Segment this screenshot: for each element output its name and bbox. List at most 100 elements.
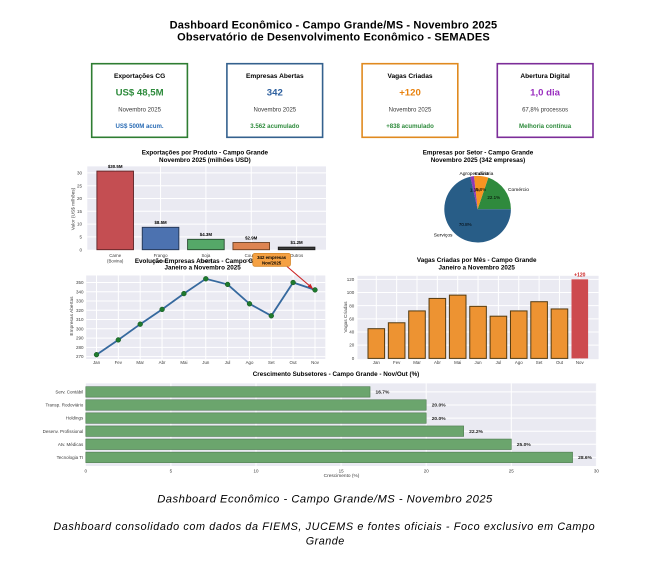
svg-text:Jan: Jan [93, 360, 101, 365]
svg-text:342 empresas: 342 empresas [257, 255, 287, 260]
svg-text:Exportações CG: Exportações CG [114, 73, 165, 80]
svg-text:Jul: Jul [496, 360, 502, 365]
svg-text:15: 15 [77, 209, 83, 214]
svg-text:Empresas por Setor - Campo Gra: Empresas por Setor - Campo Grande [423, 150, 534, 157]
svg-text:20.0%: 20.0% [432, 403, 447, 409]
svg-text:Jun: Jun [475, 360, 483, 365]
svg-text:270: 270 [76, 354, 84, 359]
svg-text:0: 0 [79, 247, 82, 252]
svg-text:Serv. Contábil: Serv. Contábil [55, 390, 83, 395]
svg-text:Out: Out [556, 360, 564, 365]
svg-text:10: 10 [77, 222, 83, 227]
svg-text:Fev: Fev [115, 360, 123, 365]
svg-text:Desenv. Profissional: Desenv. Profissional [43, 429, 84, 434]
svg-text:Novembro 2025: Novembro 2025 [389, 108, 432, 114]
svg-text:320: 320 [76, 308, 84, 313]
svg-text:Atv. Médicas: Atv. Médicas [58, 442, 84, 447]
svg-text:Dashboard Econômico - Campo Gr: Dashboard Econômico - Campo Grande/MS - … [157, 493, 493, 505]
svg-text:$4.3M: $4.3M [200, 232, 213, 237]
svg-text:1,0 dia: 1,0 dia [530, 88, 561, 99]
svg-text:Dashboard consolidado com dado: Dashboard consolidado com dados da FIEMS… [53, 521, 595, 533]
svg-text:(Grão): (Grão) [200, 258, 213, 263]
svg-text:Soja: Soja [202, 253, 211, 258]
svg-text:Nov/2025: Nov/2025 [262, 261, 282, 266]
svg-text:Tecnologia TI: Tecnologia TI [57, 455, 84, 460]
svg-text:22.2%: 22.2% [469, 429, 484, 435]
svg-text:0: 0 [352, 356, 355, 361]
svg-text:0: 0 [85, 469, 88, 474]
svg-text:Novembro 2025 (milhões USD): Novembro 2025 (milhões USD) [159, 157, 251, 164]
svg-text:Serviços: Serviços [434, 233, 453, 239]
svg-text:350: 350 [76, 280, 84, 285]
svg-text:Outros: Outros [290, 253, 304, 258]
svg-text:US$ 48,5M: US$ 48,5M [116, 88, 164, 99]
svg-text:$30.5M: $30.5M [108, 164, 123, 169]
svg-text:342: 342 [267, 88, 283, 99]
svg-text:Vagas Criadas: Vagas Criadas [343, 301, 349, 333]
svg-text:5: 5 [170, 469, 173, 474]
svg-text:Observatório de Desenvolviment: Observatório de Desenvolvimento Econômic… [177, 31, 490, 43]
svg-text:25: 25 [509, 469, 515, 474]
svg-text:Novembro 2025 (342 empresas): Novembro 2025 (342 empresas) [431, 157, 526, 164]
svg-text:Exportações por Produto - Camp: Exportações por Produto - Campo Grande [142, 150, 269, 157]
svg-text:Transp. Rodoviário: Transp. Rodoviário [45, 403, 83, 408]
svg-text:Abr: Abr [159, 360, 166, 365]
svg-text:20: 20 [349, 343, 355, 348]
svg-text:Empresas Abertas: Empresas Abertas [246, 73, 304, 80]
svg-text:100: 100 [347, 290, 355, 295]
svg-text:Holdings: Holdings [66, 416, 84, 421]
svg-text:Couro/: Couro/ [245, 253, 259, 258]
svg-text:Mai: Mai [180, 360, 187, 365]
svg-text:Peles: Peles [246, 258, 258, 263]
svg-text:Dashboard Econômico - Campo Gr: Dashboard Econômico - Campo Grande/MS - … [170, 20, 498, 32]
svg-text:Mar: Mar [413, 360, 421, 365]
svg-text:330: 330 [76, 299, 84, 304]
svg-text:28.6%: 28.6% [578, 455, 593, 461]
svg-text:290: 290 [76, 336, 84, 341]
svg-text:1.3%: 1.3% [470, 187, 480, 192]
svg-text:Evolução Empresas Abertas - Ca: Evolução Empresas Abertas - Campo Grande [135, 258, 271, 265]
svg-text:US$ 500M acum.: US$ 500M acum. [116, 123, 164, 130]
svg-text:310: 310 [76, 317, 84, 322]
svg-text:Valor (US$ milhões): Valor (US$ milhões) [71, 187, 77, 230]
svg-text:Abr: Abr [434, 360, 441, 365]
svg-text:$1.2M: $1.2M [290, 240, 303, 245]
svg-text:Set: Set [268, 360, 275, 365]
svg-text:120: 120 [347, 277, 355, 282]
svg-text:Abertura Digital: Abertura Digital [520, 73, 570, 80]
svg-text:25: 25 [77, 183, 83, 188]
svg-text:+120: +120 [399, 88, 421, 99]
svg-text:(Bovina): (Bovina) [107, 258, 124, 263]
svg-text:Frango: Frango [154, 253, 168, 258]
svg-text:Grande: Grande [306, 535, 345, 547]
svg-text:Nov: Nov [311, 360, 320, 365]
svg-text:20.0%: 20.0% [432, 416, 447, 422]
svg-text:Melhoria contínua: Melhoria contínua [519, 123, 572, 130]
svg-text:30: 30 [594, 469, 600, 474]
svg-text:16.7%: 16.7% [376, 390, 391, 396]
svg-text:60: 60 [349, 316, 355, 321]
svg-text:Indústria: Indústria [475, 171, 494, 177]
svg-text:3.562 acumulado: 3.562 acumulado [250, 123, 299, 130]
svg-text:Janeiro a Novembro 2025: Janeiro a Novembro 2025 [439, 264, 516, 271]
svg-text:5: 5 [79, 235, 82, 240]
svg-text:67,8% processos: 67,8% processos [522, 108, 568, 114]
svg-text:20: 20 [77, 196, 83, 201]
svg-text:Ago: Ago [246, 360, 254, 365]
svg-text:20: 20 [424, 469, 430, 474]
svg-text:Crescimento Subsetores - Campo: Crescimento Subsetores - Campo Grande - … [253, 371, 420, 378]
svg-text:Ago: Ago [515, 360, 523, 365]
svg-text:Jul: Jul [225, 360, 231, 365]
svg-text:Janeiro a Novembro 2025: Janeiro a Novembro 2025 [164, 264, 241, 271]
svg-text:Mai: Mai [454, 360, 461, 365]
svg-text:340: 340 [76, 289, 84, 294]
svg-text:Comércio: Comércio [508, 187, 529, 193]
svg-text:22.1%: 22.1% [487, 195, 500, 200]
svg-text:40: 40 [349, 330, 355, 335]
svg-text:$2.9M: $2.9M [245, 235, 258, 240]
svg-text:+838 acumulado: +838 acumulado [386, 123, 434, 130]
svg-text:Crescimento (%): Crescimento (%) [324, 473, 360, 479]
svg-text:Set: Set [536, 360, 543, 365]
svg-text:Novembro 2025: Novembro 2025 [118, 108, 161, 114]
svg-text:Carne: Carne [109, 253, 122, 258]
